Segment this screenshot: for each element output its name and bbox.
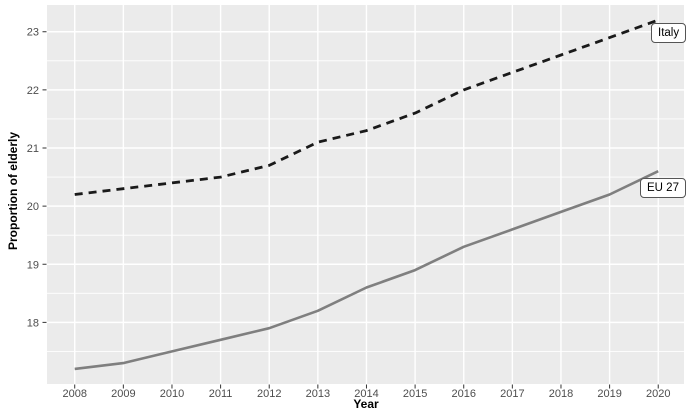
y-tick-label: 18: [27, 317, 39, 329]
x-axis-title: Year: [353, 397, 379, 411]
x-tick-label: 2019: [597, 388, 621, 400]
x-tick-label: 2012: [257, 388, 281, 400]
plot-panel-background: [47, 5, 684, 384]
x-tick-label: 2018: [549, 388, 573, 400]
y-tick-label: 21: [27, 143, 39, 155]
series-label-eu27: EU 27: [640, 178, 686, 198]
x-tick-label: 2015: [403, 388, 427, 400]
y-tick-label: 19: [27, 259, 39, 271]
italy-line: [74, 18, 659, 196]
y-tick-label: 23: [27, 27, 39, 39]
x-tick-label: 2011: [209, 388, 233, 400]
series-label-italy: Italy: [651, 23, 687, 43]
x-tick-label: 2016: [451, 388, 475, 400]
x-tick-label: 2010: [160, 388, 184, 400]
x-tick-label: 2009: [111, 388, 135, 400]
y-tick-label: 20: [27, 201, 39, 213]
x-tick-label: 2014: [354, 388, 378, 400]
x-tick-label: 2013: [306, 388, 330, 400]
y-axis-title: Proportion of elderly: [6, 131, 20, 251]
eu27-line: [74, 170, 659, 371]
x-tick-label: 2017: [500, 388, 524, 400]
x-tick-label: 2008: [62, 388, 86, 400]
y-tick-label: 22: [27, 85, 39, 97]
x-tick-label: 2020: [646, 388, 670, 400]
